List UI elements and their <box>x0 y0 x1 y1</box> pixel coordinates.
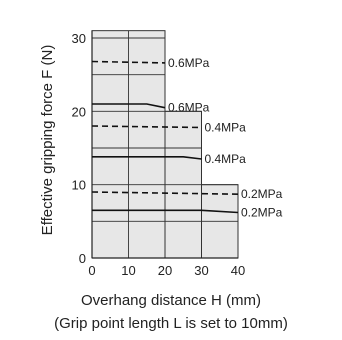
series-label-0: 0.6MPa <box>168 56 210 70</box>
series-lines <box>91 60 239 214</box>
series-line-1 <box>92 103 166 109</box>
y-axis-label: Effective gripping force F (N) <box>39 45 56 236</box>
grid <box>92 30 238 258</box>
grip-point-note: (Grip point length L is set to 10mm) <box>54 315 288 332</box>
x-tick-label-10: 10 <box>121 263 135 278</box>
chart: 0.6MPa 0.6MPa 0.4MPa 0.4MPa 0.2MPa 0.2MPa 0 10… <box>39 30 283 278</box>
y-tick-label-10: 10 <box>72 178 86 193</box>
x-tick-label-40: 40 <box>231 263 245 278</box>
tick-labels: 0 10 20 30 40 0 10 20 30 <box>72 31 246 278</box>
series-label-4: 0.2MPa <box>241 187 283 201</box>
series-line-4 <box>91 191 239 195</box>
x-tick-label-0: 0 <box>88 263 95 278</box>
series-label-3: 0.4MPa <box>205 152 247 166</box>
y-tick-label-0: 0 <box>79 251 86 266</box>
series-label-1: 0.6MPa <box>168 101 210 115</box>
y-tick-label-20: 20 <box>72 104 86 119</box>
y-tick-label-30: 30 <box>72 31 86 46</box>
series-line-0 <box>91 60 166 64</box>
x-tick-label-20: 20 <box>158 263 172 278</box>
series-line-2 <box>91 125 202 129</box>
x-tick-label-30: 30 <box>194 263 208 278</box>
x-axis-label: Overhang distance H (mm) <box>80 292 262 309</box>
series-line-3 <box>92 156 202 160</box>
axes <box>91 30 238 259</box>
series-labels: 0.6MPa 0.6MPa 0.4MPa 0.4MPa 0.2MPa 0.2MPa <box>168 56 283 220</box>
series-label-5: 0.2MPa <box>241 206 283 220</box>
series-label-2: 0.4MPa <box>205 120 247 134</box>
series-line-5 <box>92 209 239 214</box>
